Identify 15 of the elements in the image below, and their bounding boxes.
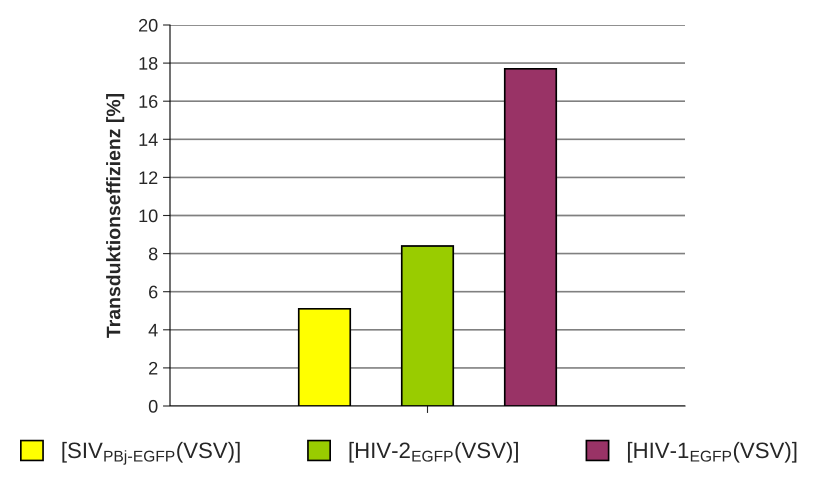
y-tick-label: 18: [139, 57, 158, 70]
y-tick-label: 14: [139, 133, 158, 146]
y-tick-label: 8: [148, 248, 158, 260]
legend-label: [SIV$_{PBj-EGFP}$(VSV)]: [62, 442, 240, 465]
y-axis-title: Transduktionseffizienz [%]: [106, 94, 124, 338]
y-tick-label: 6: [149, 286, 158, 298]
y-tick-label: 20: [139, 18, 158, 32]
y-tick-label: 4: [148, 324, 158, 336]
legend-label: [HIV-1$_{EGFP}$(VSV)]: [628, 442, 796, 463]
y-tick-label: 2: [149, 362, 158, 374]
y-tick-label: 10: [139, 209, 158, 222]
legend-label: [HIV-2$_{EGFP}$(VSV)]: [350, 442, 518, 463]
y-tick-label: 12: [139, 171, 158, 184]
y-tick-label: 16: [139, 95, 158, 108]
y-tick-label: 0: [148, 400, 158, 413]
